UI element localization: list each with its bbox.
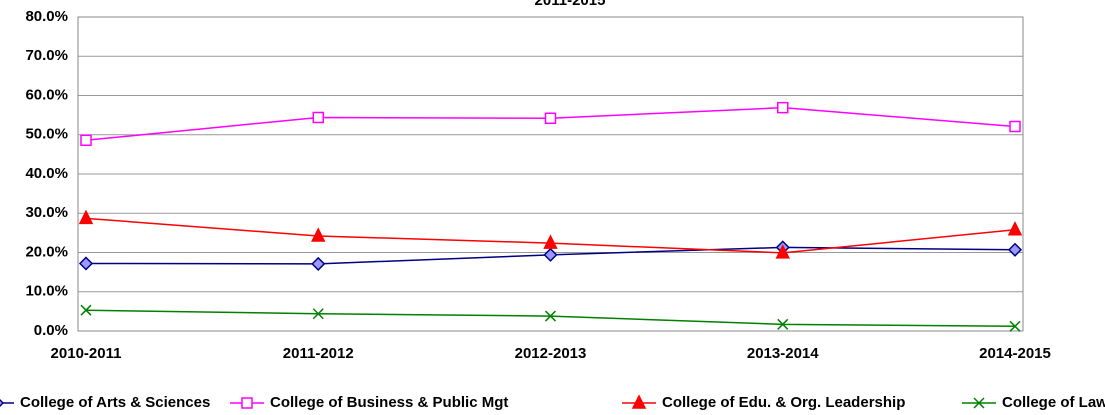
marker bbox=[80, 304, 92, 316]
x-tick-label: 2014-2015 bbox=[979, 345, 1051, 362]
y-tick-label: 30.0% bbox=[25, 204, 68, 221]
y-tick-label: 70.0% bbox=[25, 47, 68, 64]
legend-marker bbox=[241, 397, 253, 409]
chart-title: 2011-2015 bbox=[535, 0, 606, 9]
legend-marker bbox=[973, 397, 985, 409]
marker bbox=[775, 244, 790, 259]
x-tick-label: 2013-2014 bbox=[747, 345, 819, 362]
marker bbox=[80, 134, 92, 146]
plot-border bbox=[77, 16, 1024, 332]
y-tick-label: 10.0% bbox=[25, 283, 68, 300]
marker bbox=[544, 112, 557, 125]
marker bbox=[1009, 120, 1021, 133]
y-tick-label: 20.0% bbox=[25, 243, 68, 260]
marker bbox=[777, 318, 789, 330]
marker bbox=[544, 310, 557, 322]
marker bbox=[311, 256, 326, 271]
marker bbox=[78, 256, 94, 271]
x-tick-label: 2012-2013 bbox=[515, 345, 587, 362]
x-tick-label: 2010-2011 bbox=[51, 345, 122, 362]
marker bbox=[78, 209, 94, 225]
marker bbox=[311, 227, 326, 242]
marker bbox=[1007, 242, 1023, 257]
marker bbox=[1009, 320, 1021, 332]
marker bbox=[1007, 221, 1023, 236]
marker bbox=[543, 247, 558, 262]
y-tick-label: 40.0% bbox=[25, 165, 68, 182]
legend-marker bbox=[631, 394, 647, 409]
y-tick-label: 50.0% bbox=[25, 126, 68, 143]
y-tick-label: 80.0% bbox=[25, 8, 68, 25]
y-tick-label: 0.0% bbox=[34, 322, 68, 339]
legend-label: College of Law bbox=[1002, 394, 1105, 411]
legend-label: College of Edu. & Org. Leadership bbox=[662, 394, 905, 411]
marker bbox=[312, 308, 324, 320]
marker bbox=[543, 234, 558, 249]
series-line bbox=[85, 309, 1016, 328]
marker bbox=[312, 111, 324, 124]
x-tick-label: 2011-2012 bbox=[283, 345, 354, 362]
y-tick-label: 60.0% bbox=[25, 86, 68, 103]
legend-label: College of Business & Public Mgt bbox=[270, 394, 508, 411]
legend-marker bbox=[0, 398, 5, 408]
legend-label: College of Arts & Sciences bbox=[20, 394, 210, 411]
marker bbox=[777, 101, 789, 114]
